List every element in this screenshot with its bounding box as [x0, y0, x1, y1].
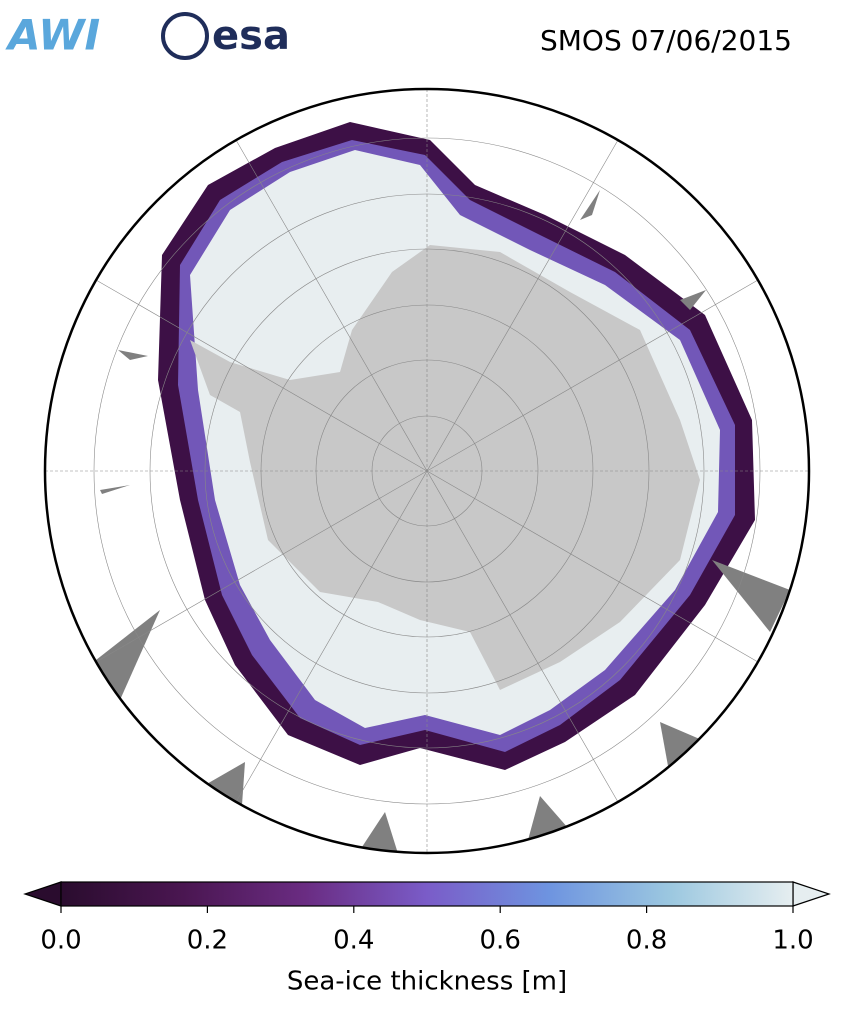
colorbar-tick-label: 0.6 — [480, 926, 521, 956]
map-boundary — [43, 87, 811, 855]
colorbar-tick-label: 0.2 — [187, 926, 228, 956]
colorbar-tick-label: 0.0 — [40, 926, 81, 956]
map — [45, 89, 809, 853]
colorbar-gradient — [60, 881, 794, 907]
colorbar-tick-label: 1.0 — [772, 926, 813, 956]
awi-logo: AWI — [5, 11, 100, 60]
colorbar-tick-label: 0.8 — [626, 926, 667, 956]
colorbar-tick-label: 0.4 — [333, 926, 374, 956]
graticule — [45, 89, 809, 853]
colorbar: 0.0 0.2 0.4 0.6 0.8 1.0 — [23, 881, 831, 956]
esa-logo-mark — [161, 12, 209, 60]
land-patches — [96, 190, 790, 853]
colorbar-extend-min — [23, 881, 62, 907]
colorbar-label: Sea-ice thickness [m] — [287, 967, 567, 997]
antarctica — [190, 245, 700, 690]
colorbar-extend-max — [792, 881, 831, 907]
title: SMOS 07/06/2015 — [540, 24, 792, 57]
esa-logo: esa — [212, 13, 290, 59]
